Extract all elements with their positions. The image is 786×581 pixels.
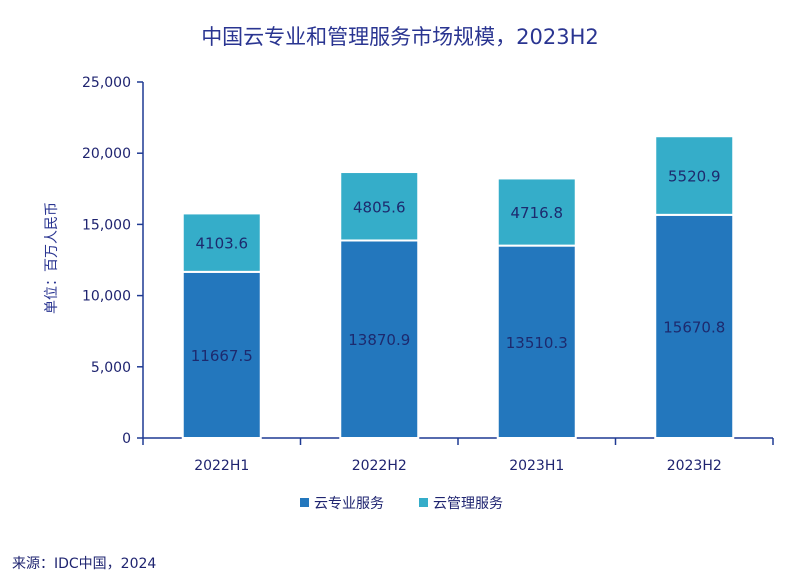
y-axis: 0 5,000 10,000 15,000 20,000 25,000 bbox=[82, 75, 144, 447]
data-label: 13510.3 bbox=[506, 334, 568, 352]
data-label: 4716.8 bbox=[511, 204, 564, 222]
data-label: 4103.6 bbox=[196, 235, 249, 253]
legend-label: 云管理服务 bbox=[433, 496, 503, 512]
y-tick-label: 20,000 bbox=[82, 146, 131, 162]
bar-managed-2022H1 bbox=[181, 212, 262, 273]
legend: 云专业服务 云管理服务 bbox=[300, 496, 503, 512]
y-tick-label: 0 bbox=[122, 431, 131, 447]
data-label: 15670.8 bbox=[663, 318, 725, 336]
y-axis-label: 单位：百万人民币 bbox=[44, 202, 60, 314]
bar-managed-2023H2 bbox=[654, 135, 735, 216]
bar-professional-2023H2 bbox=[654, 213, 735, 439]
legend-swatch bbox=[419, 498, 428, 507]
y-tick-label: 15,000 bbox=[82, 217, 131, 233]
data-label: 13870.9 bbox=[348, 331, 410, 349]
bar-professional-2022H1 bbox=[181, 270, 262, 439]
x-tick-label: 2022H1 bbox=[194, 458, 249, 474]
x-tick-label: 2022H2 bbox=[352, 458, 407, 474]
data-label: 4805.6 bbox=[353, 198, 406, 216]
data-label: 5520.9 bbox=[668, 168, 721, 186]
data-label: 11667.5 bbox=[191, 347, 253, 365]
x-axis: 2022H1 2022H2 2023H1 2023H2 bbox=[142, 437, 774, 474]
y-tick-label: 25,000 bbox=[82, 75, 131, 91]
legend-swatch bbox=[300, 498, 309, 507]
y-tick-label: 10,000 bbox=[82, 289, 131, 305]
bar-professional-2023H1 bbox=[496, 244, 577, 439]
bar-managed-2023H1 bbox=[496, 177, 577, 247]
y-tick-label: 5,000 bbox=[91, 360, 131, 376]
bars bbox=[181, 135, 735, 439]
source-note: 来源：IDC中国，2024 bbox=[12, 556, 156, 572]
x-tick-label: 2023H2 bbox=[667, 458, 722, 474]
chart-title: 中国云专业和管理服务市场规模，2023H2 bbox=[201, 25, 599, 49]
bar-professional-2022H2 bbox=[339, 239, 420, 439]
legend-label: 云专业服务 bbox=[314, 496, 384, 512]
bar-managed-2022H2 bbox=[339, 171, 420, 242]
x-tick-label: 2023H1 bbox=[509, 458, 564, 474]
data-labels: 11667.5 4103.6 13870.9 4805.6 13510.3 4716.8 1… bbox=[191, 168, 726, 365]
